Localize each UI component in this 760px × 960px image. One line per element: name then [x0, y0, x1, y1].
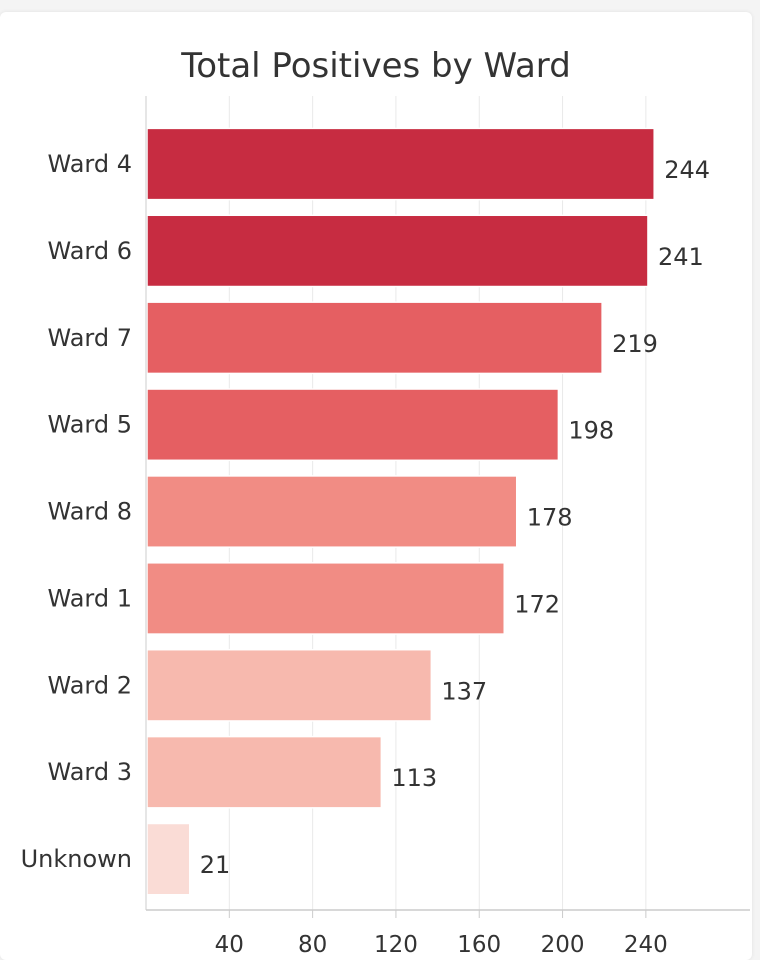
data-label: 178: [527, 504, 573, 532]
data-label: 198: [568, 417, 614, 445]
data-label: 244: [664, 156, 710, 184]
category-label: Ward 4: [48, 150, 132, 178]
axes: 40 80 120 160 200 240: [145, 96, 750, 958]
bar-ward-3[interactable]: [146, 735, 383, 809]
chart-title: Total Positives by Ward: [181, 46, 571, 86]
category-label: Unknown: [21, 845, 132, 873]
bar-ward-4[interactable]: [146, 127, 655, 201]
data-label: 172: [514, 590, 560, 618]
x-tick-label: 80: [298, 932, 327, 958]
bar-unknown[interactable]: [146, 822, 191, 896]
bar-ward-2[interactable]: [146, 648, 433, 722]
bar-ward-6[interactable]: [146, 214, 649, 288]
x-tick-label: 240: [624, 932, 668, 958]
category-label: Ward 5: [48, 411, 132, 439]
x-tick-label: 40: [215, 932, 244, 958]
x-tick-label: 200: [541, 932, 585, 958]
data-label: 241: [658, 243, 704, 271]
bar-ward-1[interactable]: [146, 562, 505, 635]
category-label: Ward 6: [48, 237, 132, 265]
bar-ward-8[interactable]: [146, 475, 518, 548]
bar-ward-7[interactable]: [146, 301, 603, 375]
data-label: 137: [441, 677, 487, 705]
data-label: 21: [200, 851, 231, 879]
category-label: Ward 1: [48, 584, 132, 612]
bars: Ward 4 244 Ward 6 241 Ward 7 219 Ward 5 198 Ward…: [21, 127, 710, 896]
x-tick-label: 160: [457, 932, 501, 958]
category-label: Ward 8: [48, 498, 132, 526]
x-tick-label: 120: [374, 932, 418, 958]
category-label: Ward 2: [48, 671, 132, 699]
data-label: 113: [391, 764, 437, 792]
category-label: Ward 3: [48, 758, 132, 786]
data-label: 219: [612, 330, 658, 358]
bar-ward-5[interactable]: [146, 388, 560, 462]
category-label: Ward 7: [48, 324, 132, 352]
